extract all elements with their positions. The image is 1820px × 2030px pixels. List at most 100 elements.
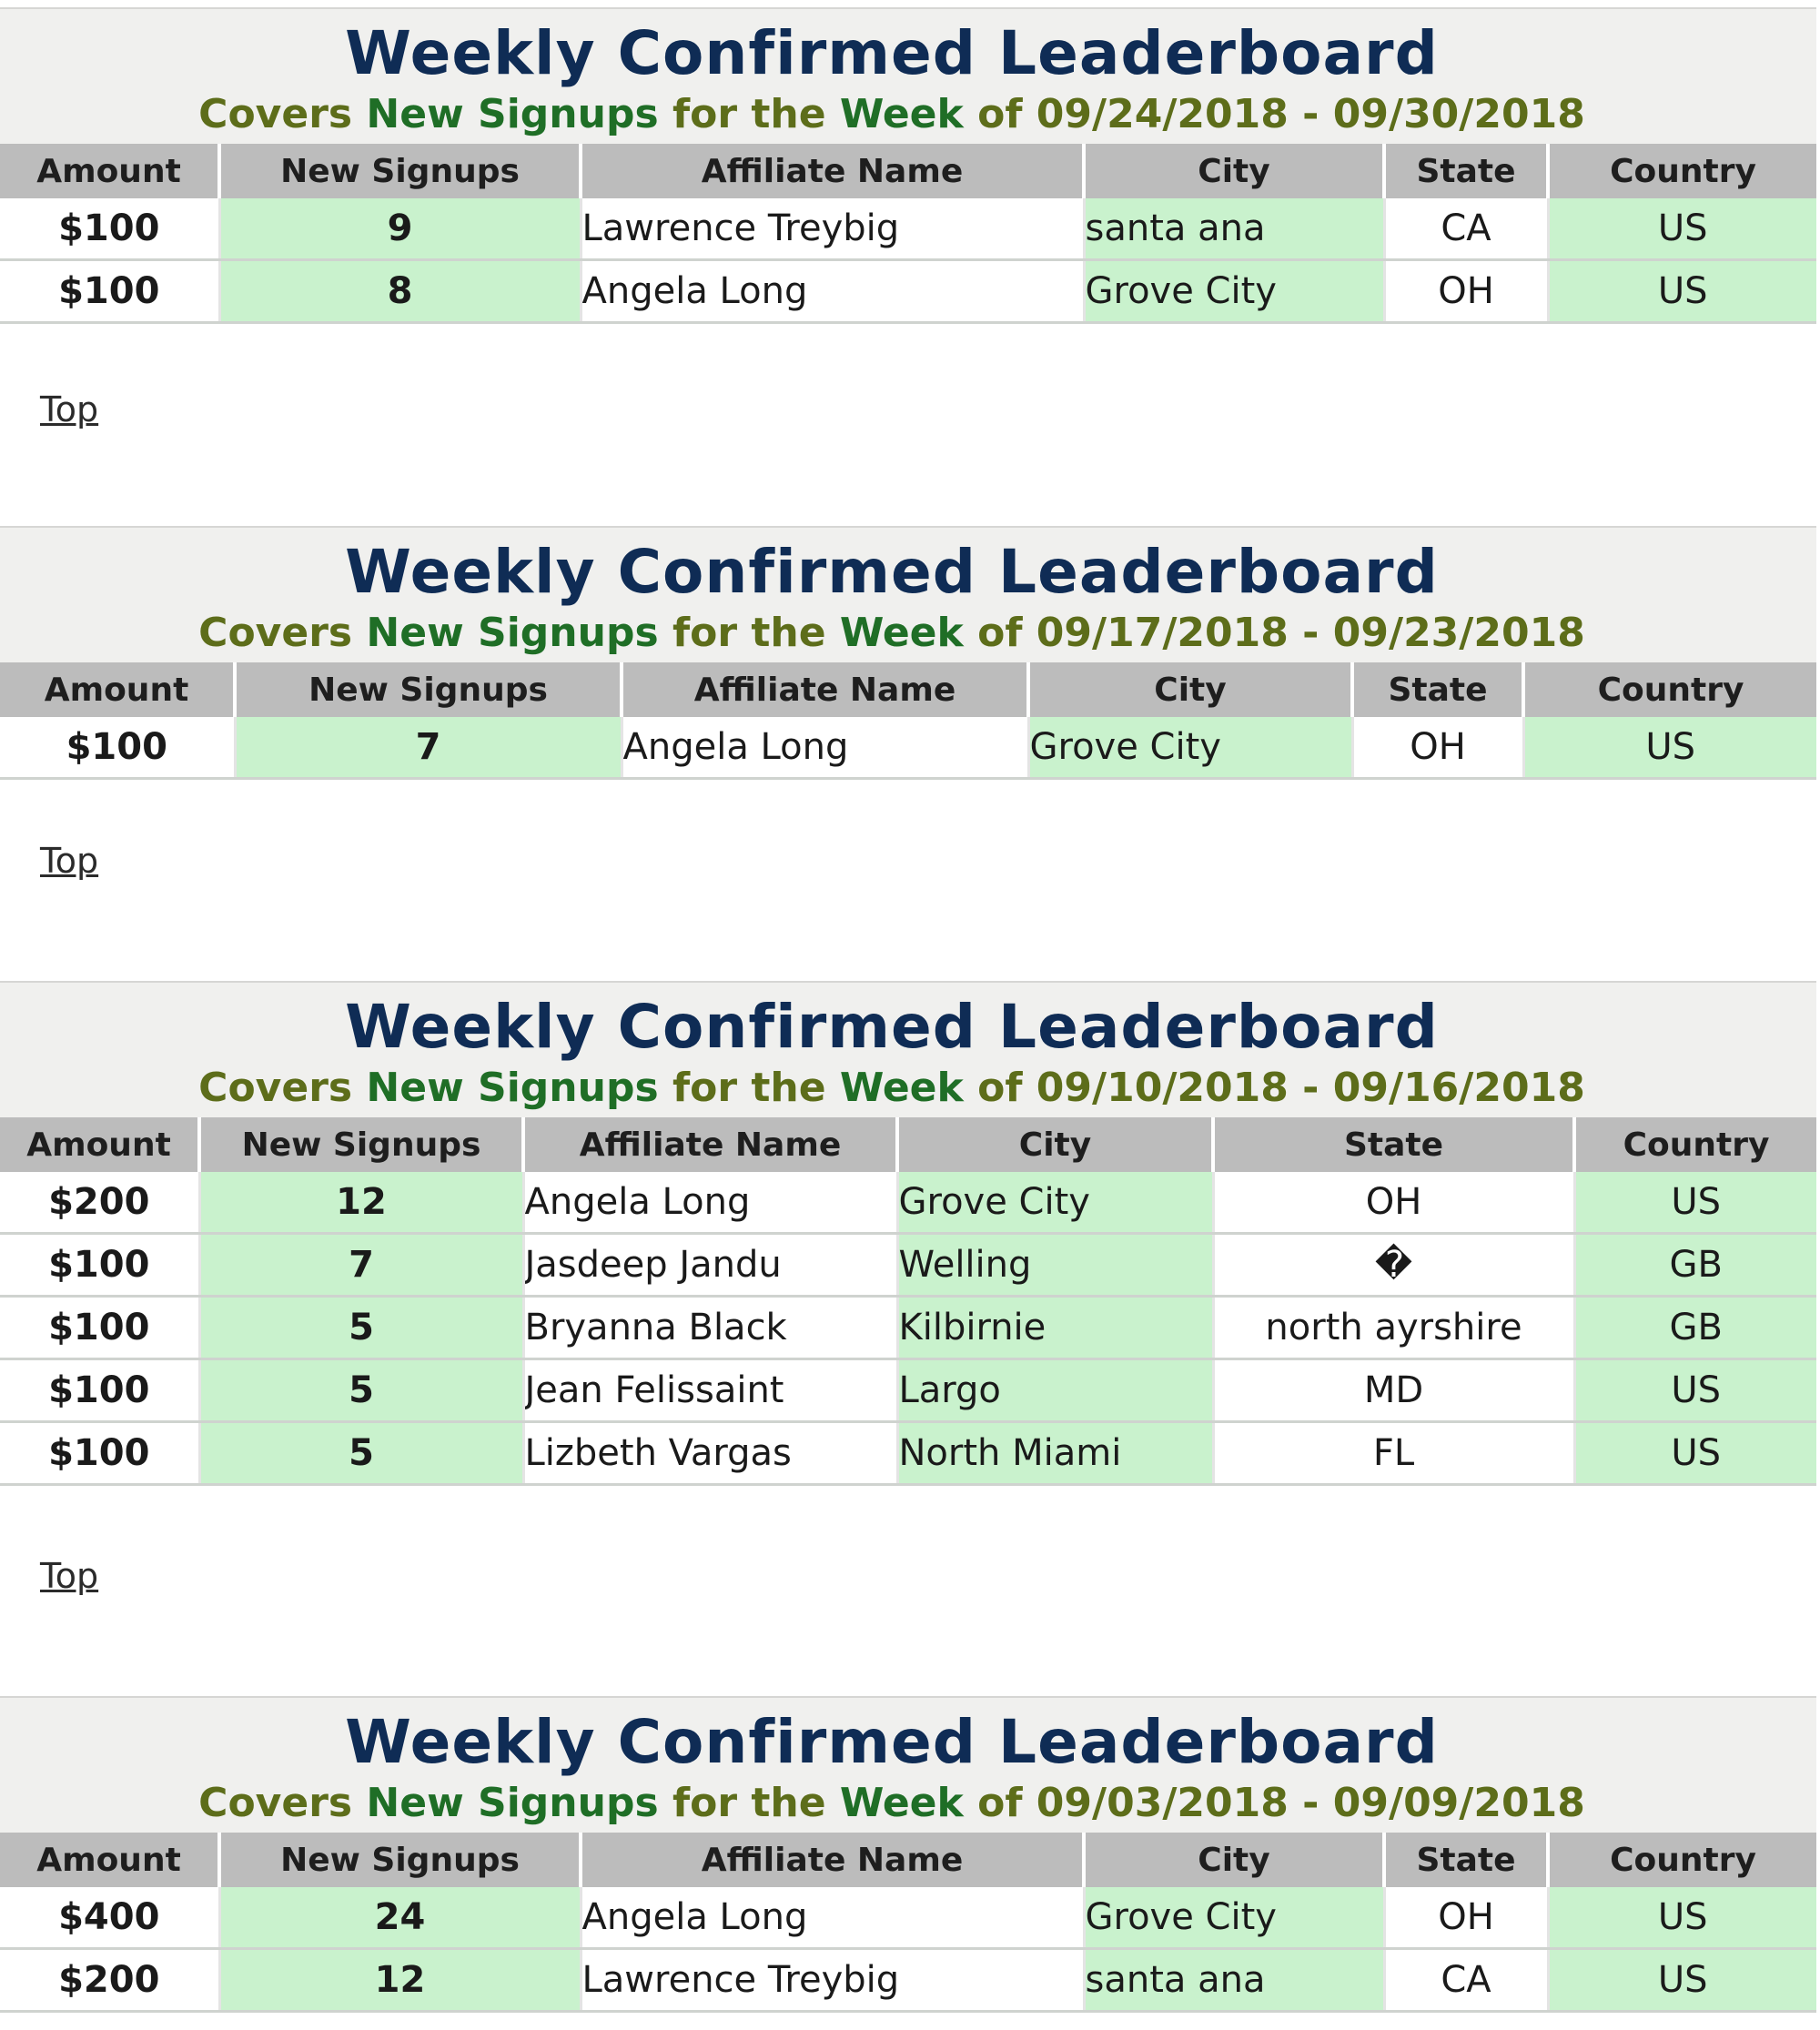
cell-amount: $100 — [0, 1358, 199, 1423]
column-header-city[interactable]: City — [895, 1117, 1213, 1172]
table-row: $200 12 Lawrence Treybig santa ana CA US — [0, 1948, 1816, 2013]
cell-country: US — [1546, 259, 1816, 324]
cell-amount: $200 — [0, 1948, 219, 2013]
column-header-city[interactable]: City — [1026, 662, 1352, 717]
cell-affiliate-name: Jean Felissaint — [521, 1358, 897, 1423]
leaderboard-header: Weekly Confirmed Leaderboard Covers New … — [0, 7, 1816, 144]
column-header-amount[interactable]: Amount — [0, 1833, 219, 1887]
table-row: $100 5 Bryanna Black Kilbirnie north ayr… — [0, 1296, 1816, 1360]
leaderboard-title: Weekly Confirmed Leaderboard — [345, 18, 1439, 88]
cell-city: Grove City — [1082, 259, 1384, 324]
cell-country: GB — [1572, 1233, 1816, 1298]
top-link[interactable]: Top — [40, 841, 99, 881]
cell-amount: $100 — [0, 259, 219, 324]
leaderboard-subtitle: Covers New Signups for the Week of 09/10… — [198, 1065, 1585, 1111]
column-header-amount[interactable]: Amount — [0, 144, 219, 198]
column-header-new-signups[interactable]: New Signups — [217, 1833, 581, 1887]
cell-amount: $200 — [0, 1172, 199, 1235]
column-header-state[interactable]: State — [1211, 1117, 1574, 1172]
table-row: $400 24 Angela Long Grove City OH US — [0, 1887, 1816, 1950]
cell-city: North Miami — [895, 1421, 1213, 1486]
cell-amount: $400 — [0, 1887, 219, 1950]
leaderboard-week-0903: Weekly Confirmed Leaderboard Covers New … — [0, 1696, 1816, 2013]
cell-new-signups: 9 — [217, 198, 581, 261]
table-row: $100 7 Angela Long Grove City OH US — [0, 717, 1816, 780]
column-header-new-signups[interactable]: New Signups — [217, 144, 581, 198]
cell-new-signups: 7 — [197, 1233, 523, 1298]
cell-amount: $100 — [0, 198, 219, 261]
cell-city: Grove City — [1082, 1887, 1384, 1950]
column-header-state[interactable]: State — [1382, 144, 1548, 198]
leaderboard-title: Weekly Confirmed Leaderboard — [345, 537, 1439, 607]
cell-country: US — [1572, 1172, 1816, 1235]
cell-affiliate-name: Angela Long — [521, 1172, 897, 1235]
column-header-new-signups[interactable]: New Signups — [197, 1117, 523, 1172]
leaderboard-table: Amount New Signups Affiliate Name City S… — [0, 1117, 1816, 1486]
leaderboard-week-0910: Weekly Confirmed Leaderboard Covers New … — [0, 981, 1816, 1486]
leaderboard-subtitle: Covers New Signups for the Week of 09/24… — [198, 91, 1585, 137]
cell-amount: $100 — [0, 1421, 199, 1486]
column-header-city[interactable]: City — [1082, 1833, 1384, 1887]
cell-new-signups: 7 — [233, 717, 622, 780]
column-header-affiliate-name[interactable]: Affiliate Name — [620, 662, 1028, 717]
cell-city: Largo — [895, 1358, 1213, 1423]
column-header-state[interactable]: State — [1382, 1833, 1548, 1887]
column-header-state[interactable]: State — [1350, 662, 1523, 717]
cell-country: US — [1572, 1421, 1816, 1486]
cell-city: Grove City — [895, 1172, 1213, 1235]
cell-new-signups: 5 — [197, 1358, 523, 1423]
cell-country: US — [1546, 1948, 1816, 2013]
cell-new-signups: 12 — [217, 1948, 581, 2013]
column-header-country[interactable]: Country — [1546, 144, 1816, 198]
leaderboard-title: Weekly Confirmed Leaderboard — [345, 992, 1439, 1062]
cell-state: CA — [1382, 1948, 1548, 2013]
cell-state: CA — [1382, 198, 1548, 261]
leaderboard-header: Weekly Confirmed Leaderboard Covers New … — [0, 526, 1816, 662]
column-header-affiliate-name[interactable]: Affiliate Name — [579, 144, 1084, 198]
table-row: $200 12 Angela Long Grove City OH US — [0, 1172, 1816, 1235]
cell-new-signups: 5 — [197, 1421, 523, 1486]
cell-state: FL — [1211, 1421, 1574, 1486]
column-header-city[interactable]: City — [1082, 144, 1384, 198]
top-link[interactable]: Top — [40, 1556, 99, 1596]
table-row: $100 5 Lizbeth Vargas North Miami FL US — [0, 1421, 1816, 1486]
cell-state: � — [1211, 1233, 1574, 1298]
column-header-affiliate-name[interactable]: Affiliate Name — [579, 1833, 1084, 1887]
cell-state: OH — [1382, 1887, 1548, 1950]
cell-state: OH — [1350, 717, 1523, 780]
table-row: $100 5 Jean Felissaint Largo MD US — [0, 1358, 1816, 1423]
leaderboard-subtitle: Covers New Signups for the Week of 09/03… — [198, 1780, 1585, 1826]
column-header-country[interactable]: Country — [1546, 1833, 1816, 1887]
column-header-affiliate-name[interactable]: Affiliate Name — [521, 1117, 897, 1172]
leaderboard-table: Amount New Signups Affiliate Name City S… — [0, 144, 1816, 324]
cell-affiliate-name: Angela Long — [579, 259, 1084, 324]
cell-state: north ayrshire — [1211, 1296, 1574, 1360]
table-header-row: Amount New Signups Affiliate Name City S… — [0, 1833, 1816, 1887]
column-header-amount[interactable]: Amount — [0, 1117, 199, 1172]
column-header-amount[interactable]: Amount — [0, 662, 235, 717]
cell-country: US — [1546, 198, 1816, 261]
cell-city: santa ana — [1082, 1948, 1384, 2013]
leaderboard-week-0917: Weekly Confirmed Leaderboard Covers New … — [0, 526, 1816, 780]
column-header-new-signups[interactable]: New Signups — [233, 662, 622, 717]
cell-city: Kilbirnie — [895, 1296, 1213, 1360]
table-header-row: Amount New Signups Affiliate Name City S… — [0, 662, 1816, 717]
column-header-country[interactable]: Country — [1522, 662, 1816, 717]
column-header-country[interactable]: Country — [1572, 1117, 1816, 1172]
cell-city: Welling — [895, 1233, 1213, 1298]
leaderboard-week-0924: Weekly Confirmed Leaderboard Covers New … — [0, 7, 1816, 324]
cell-affiliate-name: Jasdeep Jandu — [521, 1233, 897, 1298]
cell-country: US — [1546, 1887, 1816, 1950]
table-row: $100 8 Angela Long Grove City OH US — [0, 259, 1816, 324]
cell-city: santa ana — [1082, 198, 1384, 261]
cell-affiliate-name: Bryanna Black — [521, 1296, 897, 1360]
cell-affiliate-name: Angela Long — [579, 1887, 1084, 1950]
leaderboard-title: Weekly Confirmed Leaderboard — [345, 1707, 1439, 1777]
leaderboard-header: Weekly Confirmed Leaderboard Covers New … — [0, 981, 1816, 1117]
top-link[interactable]: Top — [40, 389, 99, 429]
cell-state: OH — [1211, 1172, 1574, 1235]
table-header-row: Amount New Signups Affiliate Name City S… — [0, 144, 1816, 198]
cell-amount: $100 — [0, 1296, 199, 1360]
leaderboard-table: Amount New Signups Affiliate Name City S… — [0, 1833, 1816, 2013]
cell-new-signups: 5 — [197, 1296, 523, 1360]
